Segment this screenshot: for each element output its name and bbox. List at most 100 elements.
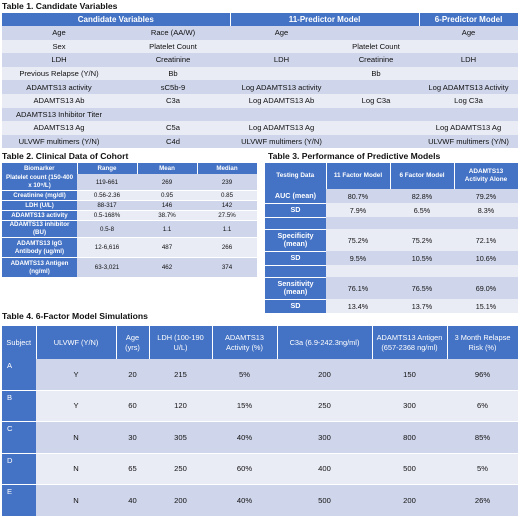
table-cell [230, 66, 333, 81]
table-row: AUC (mean) 80.7% 82.8% 79.2% [265, 189, 518, 204]
table-row: LDH Creatinine LDH Creatinine LDH [2, 53, 519, 67]
table-cell: ADAMTS13 Inhibitor Titer [2, 107, 116, 122]
table-cell: ADAMTS13 activity [2, 80, 116, 94]
table2-header: Range [77, 163, 138, 174]
table4-header: LDH (100-190 U/L) [149, 326, 213, 359]
table-cell: 0.56-2.36 [77, 190, 137, 201]
table-row: SD 13.4% 13.7% 15.1% [265, 299, 518, 314]
table-row: Sensitivity (mean) 76.1% 76.5% 69.0% [265, 277, 518, 300]
table-cell: 65 [116, 453, 149, 485]
table-cell: C5a [116, 121, 230, 135]
table3-header: 11 Factor Model [326, 163, 391, 189]
table-cell: 72.1% [454, 229, 518, 251]
table-cell [230, 39, 333, 54]
table-cell: ADAMTS13 inhibitor (BU) [2, 220, 77, 238]
table4-header: ADAMTS13 Antigen (657-2368 ng/ml) [372, 326, 448, 359]
table-cell: Age [419, 26, 519, 40]
table-cell: 305 [149, 421, 212, 454]
table-cell [454, 265, 518, 277]
table-row: LDH (U/L) 88-317 146 142 [2, 200, 257, 211]
table1-header: 11-Predictor Model [230, 13, 420, 26]
table-cell: 400 [277, 453, 372, 485]
table-cell: Sensitivity (mean) [265, 277, 326, 300]
table4-header: 3 Month Relapse Risk (%) [447, 326, 519, 359]
table-cell [419, 39, 519, 54]
table-cell [326, 217, 390, 229]
table-cell: Creatinine [333, 53, 420, 67]
table-cell [419, 66, 519, 81]
table-cell [454, 217, 518, 229]
table-cell: Sex [2, 39, 116, 54]
table-cell: 75.2% [390, 229, 454, 251]
table-row: Creatinine (mg/dl) 0.56-2.36 0.95 0.85 [2, 190, 257, 201]
table-cell: 250 [277, 390, 372, 422]
clinical-data-table: Biomarker Range Mean Median Platelet cou… [2, 163, 258, 278]
table-cell: 200 [277, 359, 372, 391]
table-cell: 150 [372, 359, 447, 391]
table-cell: sC5b-9 [116, 80, 230, 94]
table-cell: 142 [197, 200, 257, 211]
table-cell: Previous Relapse (Y/N) [2, 66, 116, 81]
table2-header: Biomarker [2, 163, 78, 174]
table-cell: 8.3% [454, 203, 518, 217]
table-cell: 40% [212, 421, 277, 454]
table-cell: 5% [447, 453, 518, 485]
table-cell: SD [265, 299, 326, 314]
table-cell [265, 265, 326, 278]
table-cell: Platelet Count [333, 39, 420, 54]
table-cell: 7.9% [326, 203, 390, 217]
table-cell: ULVWF multimers (Y/N) [419, 134, 519, 149]
table1-header: Candidate Variables [2, 13, 231, 26]
table-cell: 487 [137, 237, 197, 258]
table-cell: 119-661 [77, 174, 137, 191]
table-cell: 20 [116, 359, 149, 391]
table-cell: ADAMTS13 activity [2, 210, 77, 221]
table-cell [333, 121, 420, 135]
table-cell: 82.8% [390, 189, 454, 203]
table-cell: 300 [277, 421, 372, 454]
table-cell: 5% [212, 359, 277, 391]
table-cell: Log ADAMTS13 Ag [230, 121, 333, 135]
table-row: ULVWF multimers (Y/N) C4d ULVWF multimers … [2, 134, 519, 149]
table-row: Platelet count (150-400 x 10⁹/L) 119-661 2… [2, 174, 257, 191]
table-cell: 10.6% [454, 251, 518, 265]
table-cell [116, 107, 230, 122]
table-cell: 80.7% [326, 189, 390, 203]
table-cell [265, 217, 326, 230]
table-cell: 63-3,021 [77, 257, 137, 278]
table-cell: 13.7% [390, 299, 454, 313]
table-row: ADAMTS13 activity sC5b-9 Log ADAMTS13 acti… [2, 80, 519, 94]
table3-header: Testing Data [265, 163, 327, 189]
table-cell: ADAMTS13 Ab [2, 93, 116, 108]
table-row: ADAMTS13 Ag C5a Log ADAMTS13 Ag Log ADAMTS1… [2, 121, 519, 135]
table-cell: 76.5% [390, 277, 454, 299]
table-cell: AUC (mean) [265, 189, 326, 204]
table-cell: ADAMTS13 IgG Antibody (ug/ml) [2, 237, 77, 258]
table-cell: Creatinine (mg/dl) [2, 190, 77, 201]
table-cell: SD [265, 203, 326, 218]
table-cell: 0.5-8 [77, 220, 137, 238]
model-performance-table: Testing Data 11 Factor Model 6 Factor Mo… [265, 163, 519, 314]
table-cell: Race (AA/W) [116, 26, 230, 40]
table-cell: C4d [116, 134, 230, 149]
table-cell [390, 265, 454, 277]
table-cell: Y [36, 390, 116, 422]
table-cell: N [36, 484, 116, 517]
table-cell: Bb [333, 66, 420, 81]
table-cell: 40 [116, 484, 149, 517]
table-cell: 200 [372, 484, 447, 517]
table1-header: 6-Predictor Model [419, 13, 519, 26]
table-cell: 374 [197, 257, 257, 278]
table-cell [419, 107, 519, 122]
table-cell: 215 [149, 359, 212, 391]
table-row: Previous Relapse (Y/N) Bb Bb [2, 66, 519, 81]
table-cell: 69.0% [454, 277, 518, 299]
table-cell [333, 134, 420, 149]
table-cell: LDH [419, 53, 519, 67]
table4-caption: Table 4. 6-Factor Model Simulations [2, 311, 148, 321]
table-cell: 60% [212, 453, 277, 485]
table-cell: 800 [372, 421, 447, 454]
model-simulations-table: Subject ULVWF (Y/N) Age (yrs) LDH (100-1… [2, 326, 519, 517]
table-cell: C3a [116, 93, 230, 108]
table-cell: Platelet count (150-400 x 10⁹/L) [2, 174, 77, 191]
